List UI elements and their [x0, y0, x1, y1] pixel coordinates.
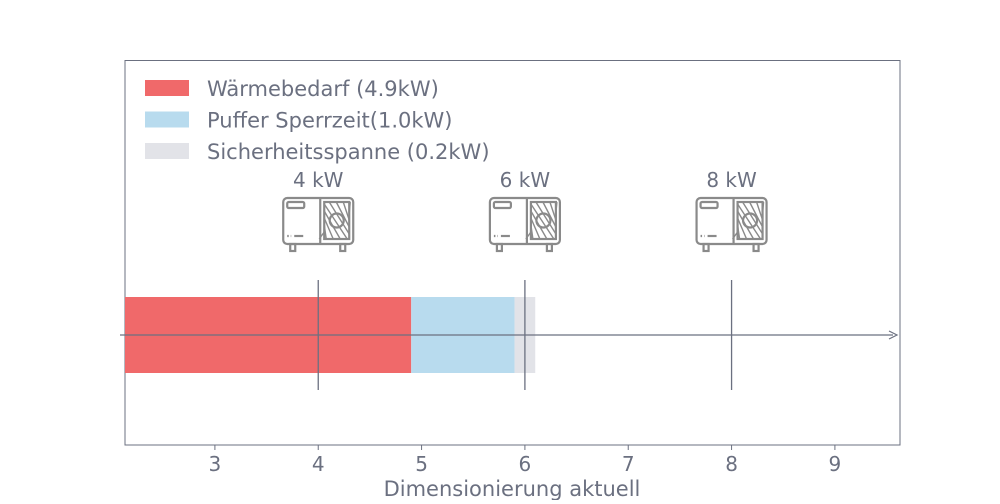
legend-swatch	[145, 111, 189, 128]
heat-pump-icon	[488, 196, 561, 253]
x-tick-label: 8	[725, 452, 738, 476]
marker-label: 6 kW	[500, 168, 551, 192]
arrow-head-icon	[888, 330, 899, 340]
heat-pump-icon	[695, 196, 768, 253]
x-tick-label: 6	[519, 452, 532, 476]
legend-swatch	[145, 80, 189, 96]
legend-label: Sicherheitsspanne (0.2kW)	[207, 140, 490, 164]
heat-pump-icon	[282, 196, 355, 253]
x-tick-label: 4	[312, 452, 325, 476]
x-axis-label: Dimensionierung aktuell	[384, 477, 641, 500]
legend-swatch	[145, 143, 189, 159]
marker-label: 4 kW	[293, 168, 344, 192]
x-tick-label: 9	[829, 452, 842, 476]
x-tick-label: 7	[622, 452, 635, 476]
legend-label: Wärmebedarf (4.9kW)	[207, 77, 439, 101]
legend-label: Puffer Sperrzeit(1.0kW)	[207, 109, 453, 133]
plot-frame	[124, 60, 901, 446]
x-tick-label: 3	[209, 452, 222, 476]
marker-label: 8 kW	[706, 168, 757, 192]
x-tick-label: 5	[415, 452, 428, 476]
